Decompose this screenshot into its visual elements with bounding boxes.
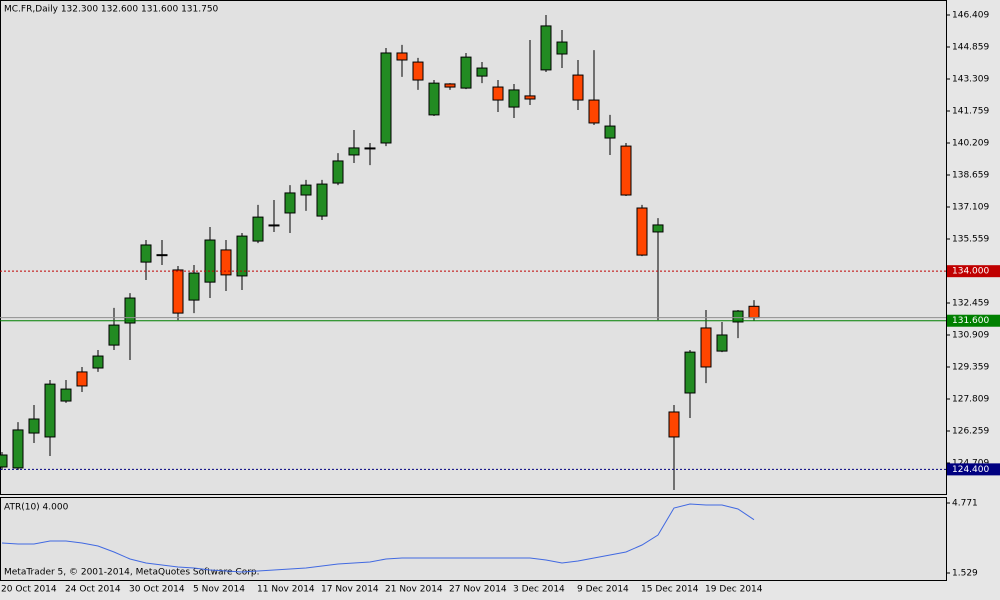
x-tick-label: 19 Dec 2014 [705, 585, 763, 595]
x-tick-label: 3 Dec 2014 [513, 585, 565, 595]
candle-body [380, 52, 392, 144]
candle-body [108, 324, 120, 346]
footnote: MetaTrader 5, © 2001-2014, MetaQuotes So… [4, 568, 260, 578]
candle-body [124, 297, 136, 324]
candle-body [332, 160, 344, 184]
candle-body [284, 192, 296, 214]
candle-body [236, 235, 248, 277]
y-tick-label: 127.809 [952, 394, 989, 404]
y-tick-label: 140.209 [952, 139, 989, 149]
candle-body [540, 25, 552, 71]
x-tick-label: 9 Dec 2014 [577, 585, 629, 595]
y-tick-label: 143.309 [952, 75, 989, 85]
candle-body [188, 272, 200, 301]
level-label-box [947, 265, 1000, 278]
atr-panel [0, 497, 947, 581]
candle-body [396, 52, 408, 61]
candle-body [252, 216, 264, 242]
x-tick-label: 30 Oct 2014 [129, 585, 185, 595]
candle-body [476, 67, 488, 77]
y-tick-label: 141.759 [952, 107, 989, 117]
y-tick-label: 4.771 [952, 499, 978, 509]
candle-body [156, 254, 168, 257]
x-tick-label: 15 Dec 2014 [641, 585, 699, 595]
candle-body [556, 41, 568, 55]
candle-body [348, 147, 360, 156]
candle-body [668, 411, 680, 438]
candle-body [492, 86, 504, 101]
level-label-box [947, 463, 1000, 476]
candle-body [572, 74, 584, 101]
x-tick-label: 17 Nov 2014 [321, 585, 379, 595]
candle-body [12, 429, 24, 469]
x-tick-label: 5 Nov 2014 [193, 585, 245, 595]
y-tick-label: 132.459 [952, 298, 989, 308]
level-label: 124.400 [952, 465, 989, 475]
candle-body [220, 249, 232, 276]
y-tick-label: 129.359 [952, 362, 989, 372]
candle-body [316, 183, 328, 217]
candle-body [508, 89, 520, 108]
indicator-title: ATR(10) 4.000 [4, 503, 69, 513]
atr-line [1, 503, 755, 573]
candle-body [76, 371, 88, 387]
candle-body [748, 305, 760, 319]
candle-body [588, 99, 600, 124]
candle-body [44, 383, 56, 438]
candle-body [0, 454, 8, 468]
candle-body [140, 244, 152, 263]
candle-body [412, 61, 424, 81]
candle-body [604, 125, 616, 139]
level-label: 134.000 [952, 267, 989, 277]
x-tick-label: 21 Nov 2014 [385, 585, 443, 595]
candle-body [92, 355, 104, 369]
y-tick-label: 130.909 [952, 330, 989, 340]
candle-body [652, 224, 664, 233]
x-tick-label: 27 Nov 2014 [449, 585, 507, 595]
candle-body [524, 95, 536, 100]
candle-body [620, 145, 632, 196]
y-tick-label: 144.859 [952, 43, 989, 53]
y-tick-label: 135.559 [952, 235, 989, 245]
y-tick-label: 138.659 [952, 171, 989, 181]
candle-body [204, 239, 216, 283]
candle-body [268, 224, 280, 227]
level-label: 131.600 [952, 316, 989, 326]
candle-body [684, 351, 696, 394]
candle-body [732, 310, 744, 323]
candle-body [60, 388, 72, 402]
candle-body [444, 83, 456, 88]
candle-body [716, 334, 728, 352]
candle-body [364, 147, 376, 150]
candle-body [428, 82, 440, 116]
y-tick-label: 137.109 [952, 203, 989, 213]
x-tick-label: 11 Nov 2014 [257, 585, 315, 595]
x-tick-label: 24 Oct 2014 [65, 585, 121, 595]
y-tick-label: 1.529 [952, 569, 978, 579]
candle-body [460, 56, 472, 89]
candle-body [636, 207, 648, 256]
y-tick-label: 146.409 [952, 11, 989, 21]
candle-body [700, 327, 712, 368]
main-panel [0, 0, 947, 495]
candle-body [28, 418, 40, 434]
y-tick-label: 126.259 [952, 426, 989, 436]
candle-body [172, 269, 184, 314]
candle-body [300, 184, 312, 196]
chart-title: MC.FR,Daily 132.300 132.600 131.600 131.… [4, 5, 219, 15]
level-label-box [947, 314, 1000, 327]
x-tick-label: 20 Oct 2014 [1, 585, 57, 595]
